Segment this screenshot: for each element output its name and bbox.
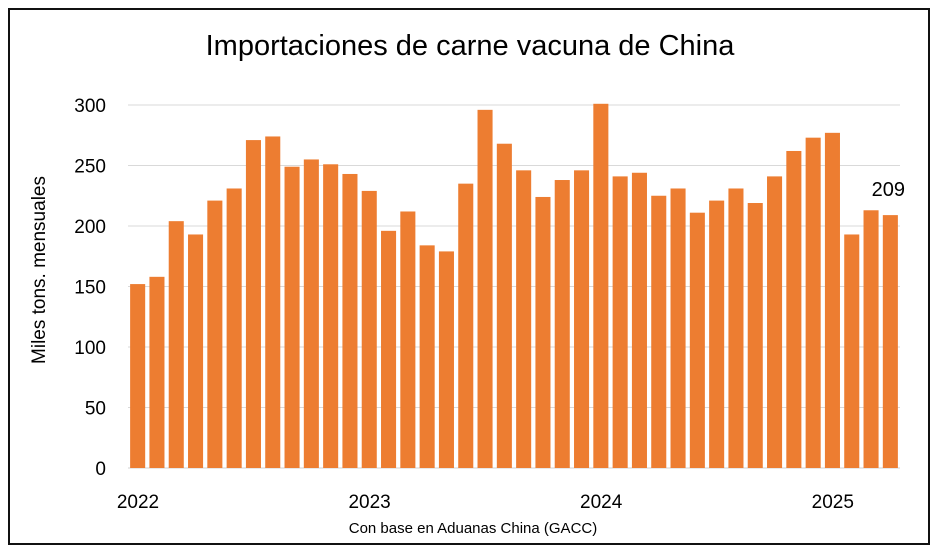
bar-2022-05: [207, 200, 223, 468]
bar-2022-10: [303, 159, 319, 468]
bar-2022-04: [188, 234, 204, 468]
bar-2024-11: [786, 150, 802, 469]
bar-2023-02: [381, 230, 397, 468]
bar-2023-09: [516, 170, 532, 468]
y-tick-label: 200: [74, 217, 106, 238]
bar-2022-07: [245, 140, 261, 468]
bars: [130, 103, 898, 469]
data-labels: 209: [872, 179, 905, 201]
bar-2025-02: [844, 234, 860, 468]
bar-2024-05: [670, 188, 686, 469]
chart-title: Importaciones de carne vacuna de China: [206, 30, 736, 62]
bar-2023-06: [458, 183, 474, 468]
bar-2022-02: [149, 276, 165, 468]
bar-2024-08: [728, 188, 744, 469]
data-label: 209: [872, 179, 905, 201]
bar-2022-09: [284, 166, 300, 468]
y-tick-label: 100: [74, 338, 106, 359]
bar-2024-09: [747, 203, 763, 468]
y-tick-label: 50: [85, 399, 106, 420]
bar-2023-12: [574, 170, 590, 468]
bar-2024-01: [593, 103, 609, 468]
y-axis-ticks: 0 50 100 150 200 250 300: [74, 96, 106, 480]
bar-2024-04: [651, 195, 667, 468]
bar-2022-03: [168, 221, 184, 468]
bar-2023-08: [496, 143, 512, 468]
source-note: Con base en Aduanas China (GACC): [349, 520, 597, 537]
bar-2024-06: [689, 212, 705, 468]
bar-2023-03: [400, 211, 416, 469]
bar-2024-10: [767, 176, 783, 468]
y-tick-label: 0: [95, 459, 106, 480]
bar-2022-08: [265, 136, 281, 468]
x-tick-label: 2025: [812, 492, 854, 513]
y-tick-label: 250: [74, 157, 106, 178]
bar-2023-11: [554, 180, 570, 468]
bar-2024-12: [805, 137, 821, 469]
bar-2025-04: [882, 215, 898, 468]
x-tick-label: 2022: [117, 492, 159, 513]
bar-2022-06: [226, 188, 242, 469]
y-tick-label: 150: [74, 278, 106, 299]
bar-2022-11: [323, 164, 339, 469]
x-tick-label: 2024: [580, 492, 623, 513]
bar-2022-01: [130, 284, 146, 468]
bar-2023-05: [438, 251, 454, 468]
y-tick-label: 300: [74, 96, 106, 117]
bar-2025-01: [824, 132, 840, 468]
bar-2023-01: [361, 190, 377, 468]
bar-2025-03: [863, 210, 879, 468]
x-tick-label: 2023: [348, 492, 390, 513]
gridlines: [128, 104, 900, 469]
x-axis-ticks: 2022 2023 2024 2025: [117, 492, 854, 513]
bar-2023-07: [477, 109, 493, 468]
y-axis-title: Miles tons. mensuales: [29, 176, 50, 364]
bar-2023-10: [535, 196, 551, 468]
bar-2024-07: [709, 200, 725, 468]
bar-2024-02: [612, 176, 628, 468]
bar-2024-03: [631, 172, 647, 468]
bar-2022-12: [342, 173, 358, 468]
bar-2023-04: [419, 245, 435, 468]
